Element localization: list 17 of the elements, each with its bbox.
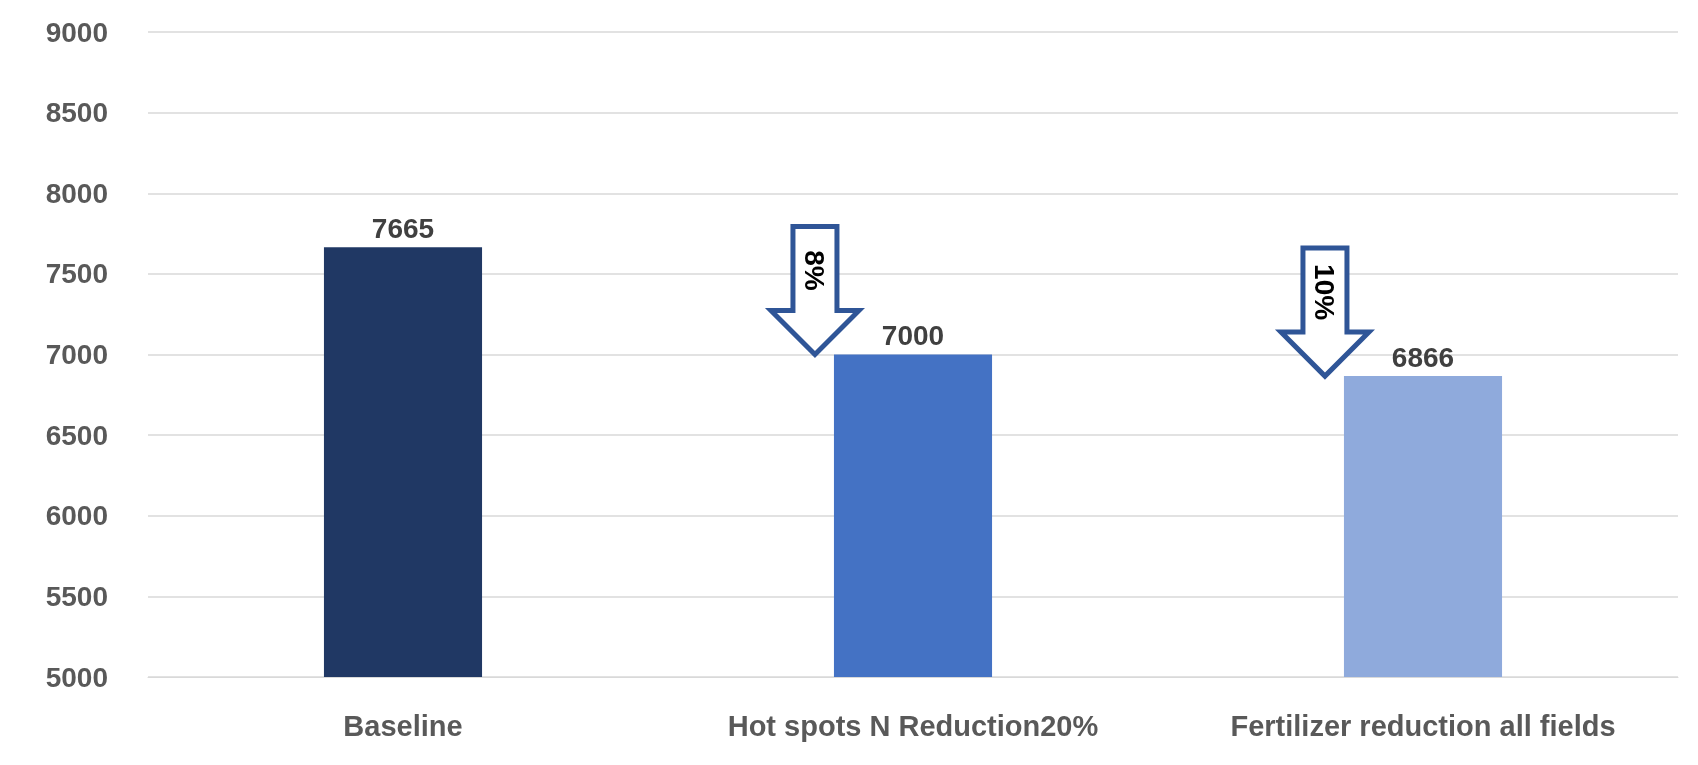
y-tick-label: 5500 xyxy=(45,580,108,612)
y-tick-label: 5000 xyxy=(45,661,108,693)
x-tick-label: Baseline xyxy=(343,709,463,742)
data-label: 6866 xyxy=(1391,341,1455,373)
annotation: 10% xyxy=(1309,264,1341,321)
y-tick-label: 9000 xyxy=(45,16,108,48)
y-tick-label: 7000 xyxy=(45,339,108,370)
y-tick-label: 7500 xyxy=(45,258,108,290)
data-label: 7665 xyxy=(371,212,435,244)
y-tick-label: 8500 xyxy=(45,97,108,129)
y-tick-label: 6000 xyxy=(45,500,108,532)
data-label: 7000 xyxy=(881,320,945,351)
y-tick-label: 6500 xyxy=(45,419,108,451)
y-tick-label: 8000 xyxy=(45,177,108,209)
annotation: 8% xyxy=(799,250,831,291)
x-tick-label: Fertilizer reduction all fields xyxy=(1230,709,1616,742)
x-tick-label: Hot spots N Reduction20% xyxy=(727,709,1099,742)
